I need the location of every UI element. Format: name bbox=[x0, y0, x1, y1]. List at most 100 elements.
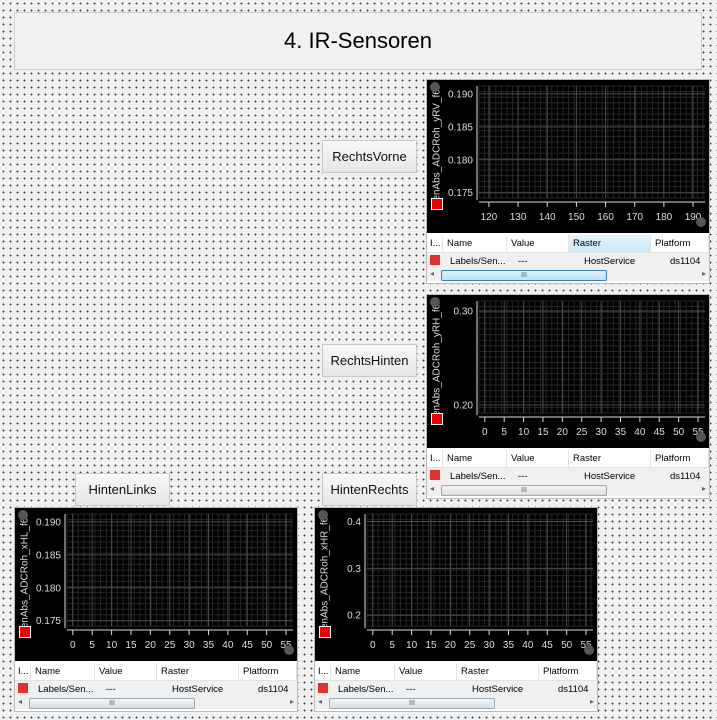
table-row[interactable]: Labels/Sen... --- HostService ds1104 bbox=[315, 681, 597, 698]
expand-icon[interactable] bbox=[696, 432, 706, 442]
y-tick-label: 0.20 bbox=[454, 401, 474, 412]
scrollbar-thumb[interactable]: III bbox=[441, 270, 607, 281]
rechts-vorne-button[interactable]: RechtsVorne bbox=[322, 140, 417, 173]
plotter-rechts-vorne[interactable]: 120 130 140 150 160 170 180 190 0.175 0.180 0.185 0… bbox=[426, 79, 710, 284]
table-row[interactable]: Labels/Sen... --- HostService ds1104 bbox=[427, 253, 709, 270]
expand-icon[interactable] bbox=[696, 217, 706, 227]
scroll-right-icon[interactable]: ▸ bbox=[589, 697, 594, 706]
horizontal-scrollbar[interactable]: ◂ III ▸ bbox=[315, 697, 597, 709]
plotter-hinten-rechts[interactable]: 05101520253035404550550.20.30.4 SenAbs_A… bbox=[314, 507, 598, 712]
signal-raster: HostService bbox=[472, 684, 524, 695]
y-tick-label: 0.185 bbox=[36, 550, 61, 561]
column-header[interactable]: Name bbox=[31, 663, 95, 680]
plotter-hinten-links[interactable]: 05101520253035404550550.1750.1800.1850.1… bbox=[14, 507, 298, 712]
scrollbar-thumb[interactable]: III bbox=[29, 698, 195, 709]
scroll-left-icon[interactable]: ◂ bbox=[430, 484, 435, 493]
y-tick-label: 0.190 bbox=[36, 517, 61, 528]
plot-area[interactable]: 05101520253035404550550.200.30 SenAbs_AD… bbox=[427, 295, 709, 448]
x-tick-label: 45 bbox=[242, 640, 254, 651]
column-header[interactable]: Platform bbox=[651, 235, 709, 252]
horizontal-scrollbar[interactable]: ◂ III ▸ bbox=[427, 269, 709, 281]
column-header[interactable]: Raster bbox=[569, 450, 651, 467]
expand-icon[interactable] bbox=[584, 645, 594, 655]
scroll-right-icon[interactable]: ▸ bbox=[289, 697, 294, 706]
table-row[interactable]: Labels/Sen... --- HostService ds1104 bbox=[15, 681, 297, 698]
signal-color-legend[interactable] bbox=[431, 413, 443, 425]
signal-color-legend[interactable] bbox=[319, 626, 331, 638]
signal-color-swatch bbox=[318, 683, 328, 693]
scroll-right-icon[interactable]: ▸ bbox=[701, 484, 706, 493]
x-tick-label: 140 bbox=[539, 212, 556, 223]
table-header: I... Name Value Raster Platform bbox=[427, 450, 709, 468]
plot-area[interactable]: 120 130 140 150 160 170 180 190 0.175 0.180 0.185 0… bbox=[427, 80, 709, 233]
x-tick-label: 20 bbox=[145, 640, 157, 651]
signal-raster: HostService bbox=[584, 256, 636, 267]
x-tick-label: 10 bbox=[406, 640, 418, 651]
signal-raster: HostService bbox=[172, 684, 224, 695]
signal-platform: ds1104 bbox=[670, 471, 701, 482]
column-header[interactable]: Value bbox=[507, 450, 569, 467]
expand-icon[interactable] bbox=[284, 645, 294, 655]
y-tick-label: 0.4 bbox=[347, 517, 361, 528]
column-header[interactable]: Value bbox=[395, 663, 457, 680]
column-header[interactable]: Platform bbox=[651, 450, 709, 467]
column-header[interactable]: Platform bbox=[539, 663, 597, 680]
column-header[interactable]: I... bbox=[315, 663, 331, 680]
scroll-left-icon[interactable]: ◂ bbox=[318, 697, 323, 706]
collapse-icon[interactable] bbox=[430, 297, 440, 307]
x-tick-label: 50 bbox=[673, 427, 685, 438]
signal-color-legend[interactable] bbox=[19, 626, 31, 638]
scroll-left-icon[interactable]: ◂ bbox=[430, 269, 435, 278]
column-header[interactable]: Raster bbox=[157, 663, 239, 680]
signal-platform: ds1104 bbox=[258, 684, 289, 695]
column-header[interactable]: Raster bbox=[457, 663, 539, 680]
plot-svg: 120 130 140 150 160 170 180 190 0.175 0.180 0.185 0… bbox=[448, 85, 705, 223]
horizontal-scrollbar[interactable]: ◂ III ▸ bbox=[15, 697, 297, 709]
column-header[interactable]: Raster bbox=[569, 235, 651, 252]
column-header[interactable]: Value bbox=[95, 663, 157, 680]
x-tick-label: 150 bbox=[568, 212, 585, 223]
collapse-icon[interactable] bbox=[318, 510, 328, 520]
x-tick-label: 15 bbox=[537, 427, 549, 438]
y-axis-label: SenAbs_ADCRoh_xHL_f64 bbox=[19, 512, 31, 635]
x-tick-label: 30 bbox=[596, 427, 608, 438]
signal-color-legend[interactable] bbox=[431, 198, 443, 210]
x-tick-label: 30 bbox=[184, 640, 196, 651]
scroll-right-icon[interactable]: ▸ bbox=[701, 269, 706, 278]
x-tick-label: 35 bbox=[615, 427, 627, 438]
collapse-icon[interactable] bbox=[18, 510, 28, 520]
plot-area[interactable]: 05101520253035404550550.20.30.4 SenAbs_A… bbox=[315, 508, 597, 661]
signal-platform: ds1104 bbox=[558, 684, 589, 695]
x-tick-label: 45 bbox=[542, 640, 554, 651]
y-tick-label: 0.2 bbox=[347, 611, 361, 622]
scroll-left-icon[interactable]: ◂ bbox=[18, 697, 23, 706]
column-header[interactable]: I... bbox=[15, 663, 31, 680]
horizontal-scrollbar[interactable]: ◂ III ▸ bbox=[427, 484, 709, 496]
collapse-icon[interactable] bbox=[430, 82, 440, 92]
x-tick-label: 50 bbox=[561, 640, 573, 651]
table-header: I... Name Value Raster Platform bbox=[15, 663, 297, 681]
hinten-links-button[interactable]: HintenLinks bbox=[75, 473, 170, 506]
column-header[interactable]: Name bbox=[331, 663, 395, 680]
table-row[interactable]: Labels/Sen... --- HostService ds1104 bbox=[427, 468, 709, 485]
signal-raster: HostService bbox=[584, 471, 636, 482]
column-header[interactable]: I... bbox=[427, 235, 443, 252]
y-tick-label: 0.180 bbox=[448, 155, 473, 166]
hinten-rechts-button[interactable]: HintenRechts bbox=[322, 473, 417, 506]
rechts-hinten-button[interactable]: RechtsHinten bbox=[322, 344, 417, 377]
column-header[interactable]: Name bbox=[443, 235, 507, 252]
column-header[interactable]: Value bbox=[507, 235, 569, 252]
x-tick-label: 5 bbox=[501, 427, 507, 438]
y-tick-label: 0.180 bbox=[36, 583, 61, 594]
scrollbar-thumb[interactable]: III bbox=[441, 485, 607, 496]
column-header[interactable]: I... bbox=[427, 450, 443, 467]
scrollbar-thumb[interactable]: III bbox=[329, 698, 495, 709]
plot-area[interactable]: 05101520253035404550550.1750.1800.1850.1… bbox=[15, 508, 297, 661]
page-title: 4. IR-Sensoren bbox=[14, 12, 702, 70]
column-header[interactable]: Platform bbox=[239, 663, 297, 680]
column-header[interactable]: Name bbox=[443, 450, 507, 467]
table-header: I... Name Value Raster Platform bbox=[315, 663, 597, 681]
plotter-rechts-hinten[interactable]: 05101520253035404550550.200.30 SenAbs_AD… bbox=[426, 294, 710, 499]
y-tick-label: 0.175 bbox=[36, 616, 61, 627]
signal-table: I... Name Value Raster Platform Labels/Sen..… bbox=[427, 235, 709, 270]
